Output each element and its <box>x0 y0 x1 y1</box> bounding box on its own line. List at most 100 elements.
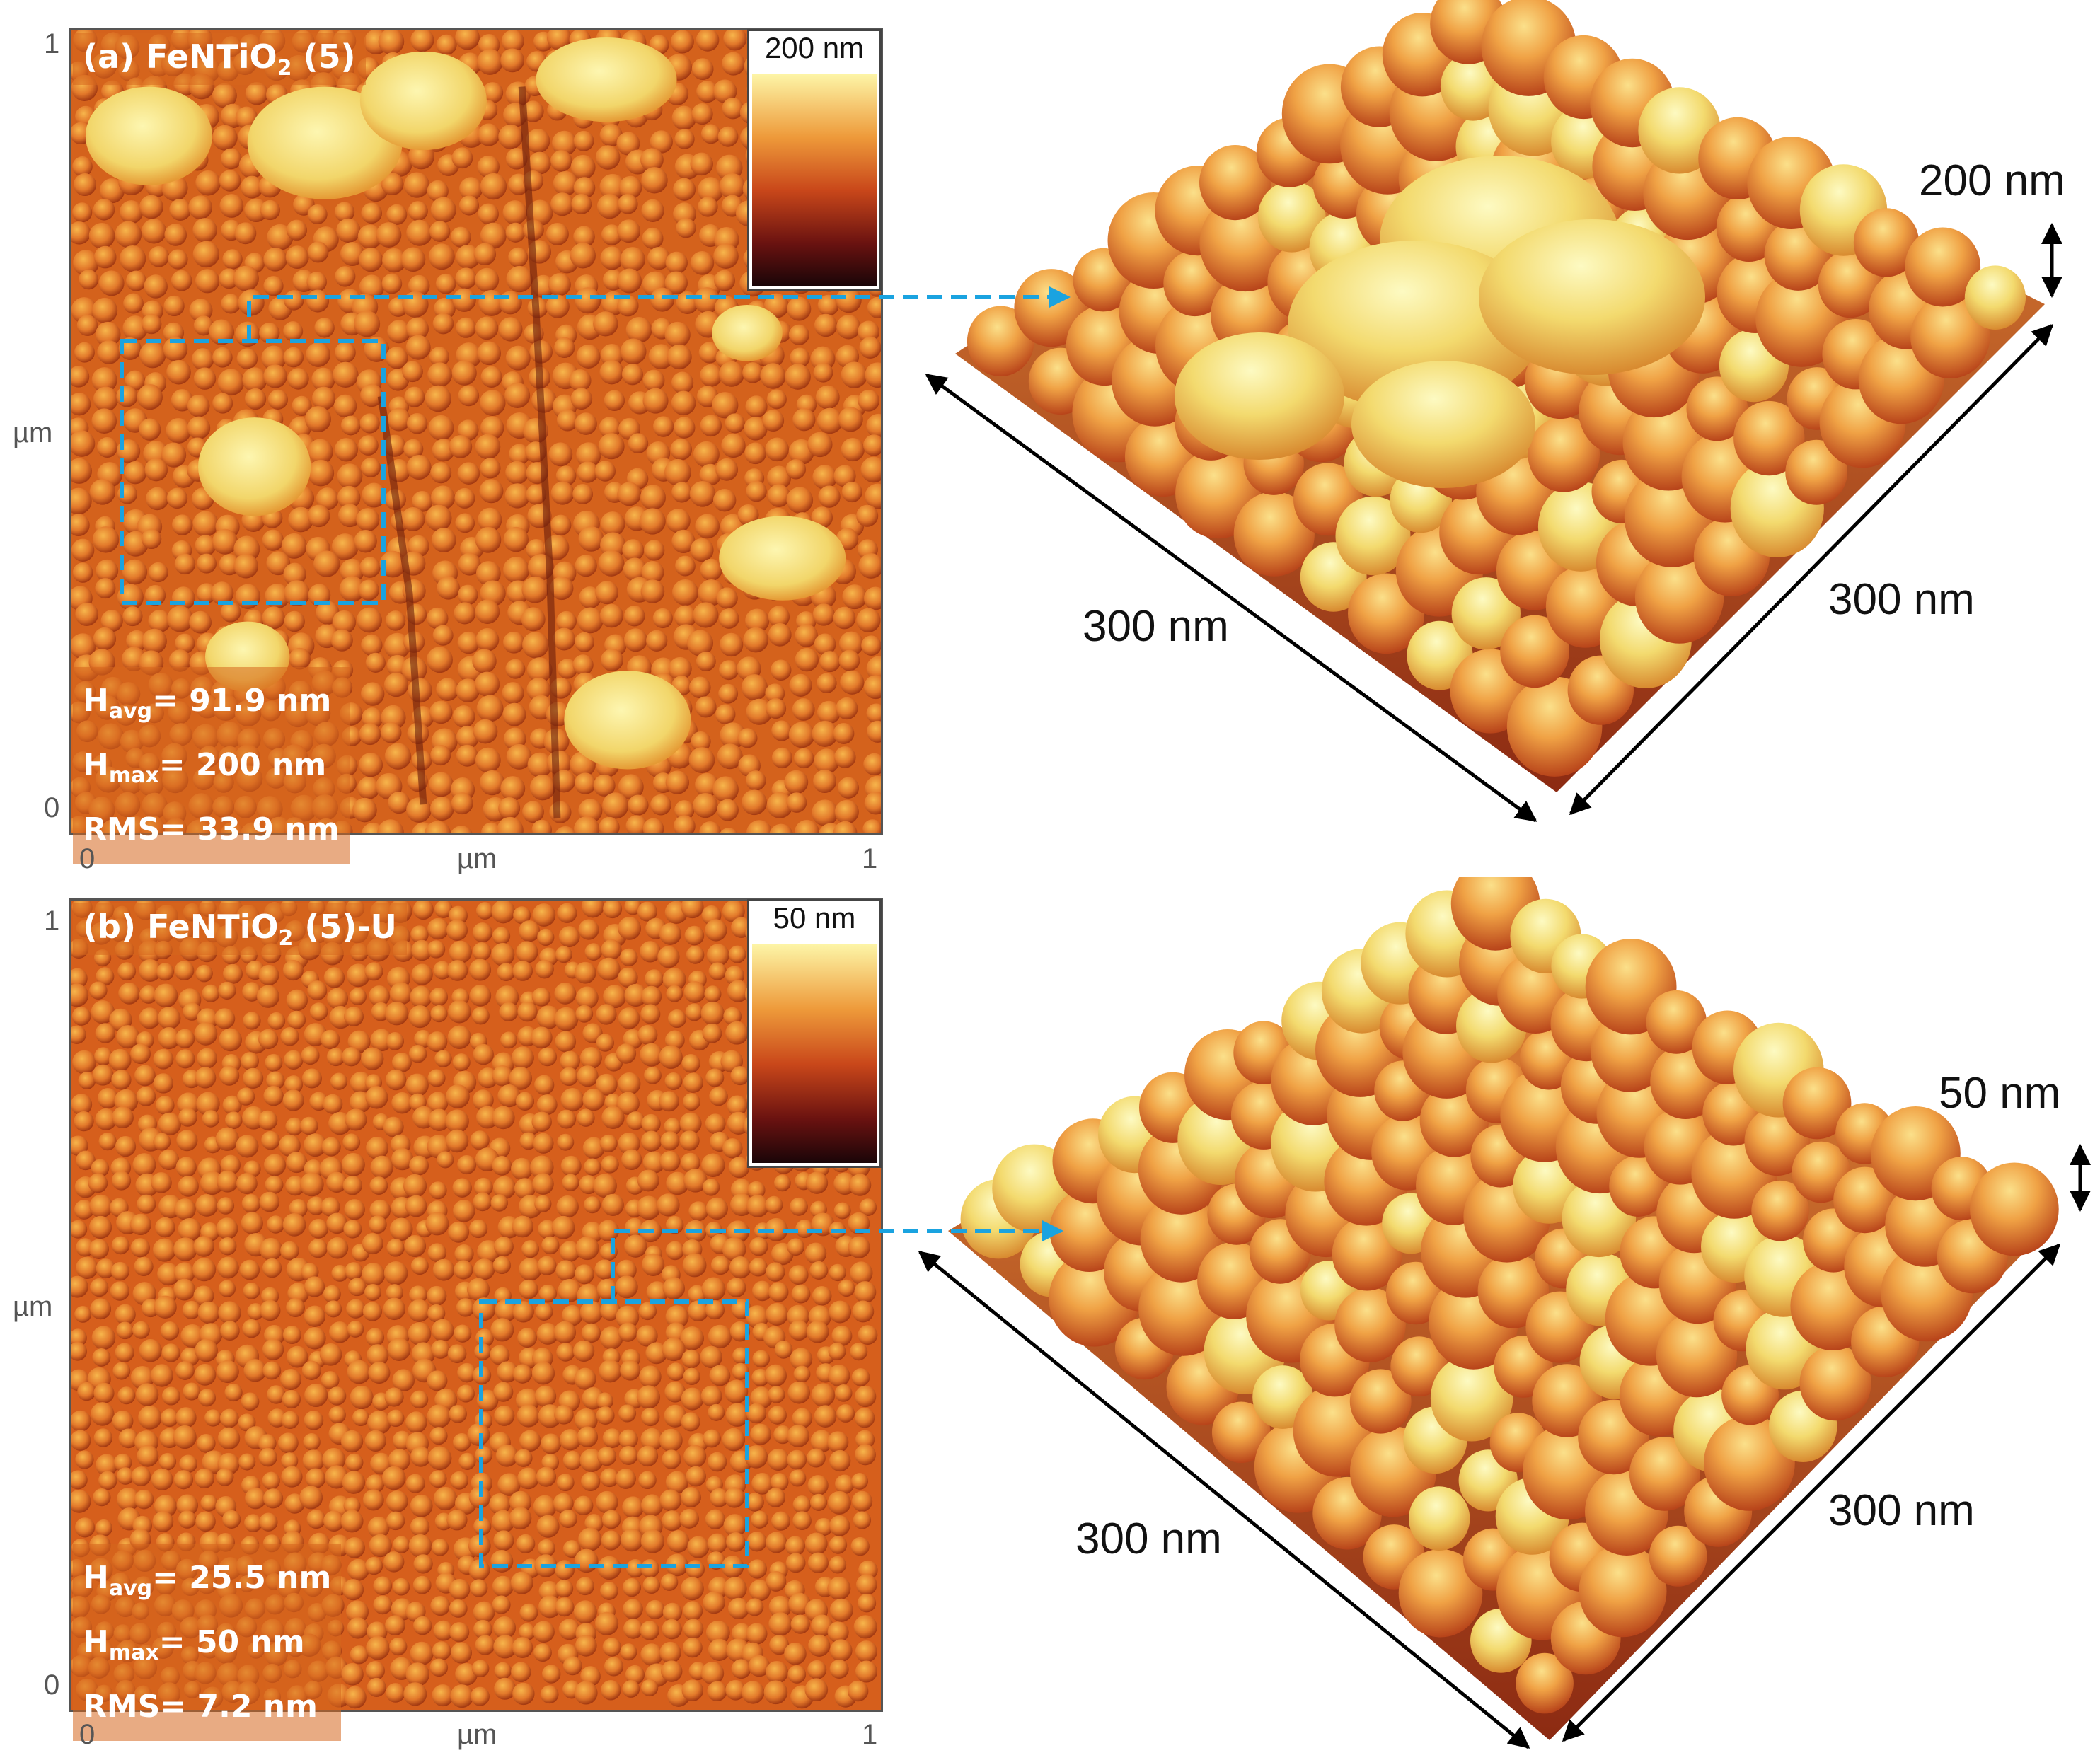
afm-grain <box>704 985 722 1003</box>
afm-grain <box>664 271 688 295</box>
afm-grain <box>71 514 90 537</box>
afm-grain <box>596 1406 615 1425</box>
afm-grain <box>829 1515 850 1536</box>
afm-grain <box>197 1048 218 1069</box>
afm-grain <box>478 203 500 225</box>
afm-grain <box>286 219 308 241</box>
highlight-box-a[interactable] <box>120 339 386 605</box>
afm-grain <box>618 194 638 214</box>
afm-grain <box>552 130 577 156</box>
afm-grain <box>804 1242 827 1265</box>
afm-grain <box>412 901 434 920</box>
afm-grain <box>76 1256 98 1279</box>
afm-grain <box>599 124 623 147</box>
afm-grain <box>573 1600 597 1624</box>
afm-grain <box>267 1385 286 1404</box>
afm-grain <box>200 1494 218 1512</box>
afm-grain <box>645 969 664 989</box>
afm-grain <box>236 348 258 369</box>
afm-grain <box>217 1427 241 1450</box>
afm-grain <box>600 246 624 270</box>
afm-grain <box>576 442 601 468</box>
afm-grain <box>640 1494 664 1517</box>
afm-grain <box>706 944 729 967</box>
afm-grain <box>473 1517 492 1536</box>
afm-grain <box>509 1066 533 1090</box>
afm-grain <box>680 1152 700 1173</box>
afm-grain <box>666 985 683 1002</box>
afm-grain <box>541 1236 560 1255</box>
afm-grain <box>550 576 574 601</box>
afm-grain <box>261 345 287 371</box>
afm-grain <box>705 1068 725 1087</box>
afm-grain <box>403 1682 427 1706</box>
afm-grain <box>386 1490 408 1512</box>
afm-grain <box>389 1637 408 1656</box>
side-arrow-right-a <box>1569 323 2054 816</box>
afm-grain <box>602 1638 622 1657</box>
afm-grain <box>744 417 768 441</box>
afm-grain <box>130 1043 151 1065</box>
afm-grain <box>71 1489 91 1513</box>
colorbar-gradient-a <box>752 74 877 286</box>
afm-grain <box>502 200 528 225</box>
afm-grain <box>454 1324 472 1343</box>
afm-grain <box>536 1005 560 1029</box>
afm-grain <box>262 1488 284 1509</box>
afm-grain <box>787 296 812 321</box>
afm-grain <box>364 1556 383 1575</box>
afm-grain <box>430 1005 448 1023</box>
afm-grain <box>600 1300 621 1321</box>
afm-grain <box>749 1237 768 1256</box>
afm-grain <box>659 1641 681 1664</box>
afm-grain <box>665 1471 688 1494</box>
afm-grain <box>301 1360 322 1380</box>
afm-grain <box>562 1450 582 1470</box>
side-arrow-left-a <box>925 373 1538 823</box>
afm-grain <box>681 1487 701 1507</box>
afm-grain <box>322 1447 346 1471</box>
afm-grain <box>182 1300 201 1319</box>
afm-grain <box>578 526 604 552</box>
afm-grain <box>183 1002 202 1021</box>
afm-grain <box>457 631 480 654</box>
afm-grain <box>383 1116 404 1137</box>
afm-grain <box>838 631 864 656</box>
afm-grain <box>728 945 746 963</box>
afm-grain <box>770 1473 789 1491</box>
afm-grain <box>662 1277 686 1299</box>
afm-grain <box>381 1466 406 1490</box>
afm-grain <box>767 1448 790 1471</box>
afm-grain <box>722 901 745 923</box>
afm-grain <box>504 382 531 408</box>
afm-grain <box>855 1660 878 1683</box>
afm-grain <box>550 192 575 216</box>
afm-grain <box>577 1426 599 1447</box>
afm-grain <box>345 1453 364 1471</box>
highlight-box-b[interactable] <box>479 1299 749 1568</box>
afm-grain <box>817 407 843 434</box>
afm-grain <box>365 1086 388 1109</box>
afm-grain <box>682 1638 703 1658</box>
afm-grain <box>328 1321 351 1343</box>
afm-grain <box>338 504 362 528</box>
afm-grain <box>575 412 597 435</box>
afm-grain <box>810 1430 833 1453</box>
afm-grain <box>428 772 454 797</box>
afm-grain <box>719 361 745 387</box>
afm-grain <box>737 504 759 526</box>
afm-grain <box>193 315 214 336</box>
afm-grain <box>354 529 377 553</box>
afm-grain <box>789 1469 807 1487</box>
afm-grain <box>560 1088 584 1112</box>
afm-grain <box>304 1383 328 1408</box>
afm-grain <box>623 1619 644 1639</box>
afm-grain <box>791 1284 811 1304</box>
afm-grain <box>154 983 178 1008</box>
afm-grain <box>366 1635 390 1660</box>
afm-grain <box>408 201 428 221</box>
afm-grain <box>601 224 623 245</box>
afm-grain <box>723 1007 742 1026</box>
afm-grain <box>307 204 328 225</box>
afm-grain <box>152 1238 177 1262</box>
